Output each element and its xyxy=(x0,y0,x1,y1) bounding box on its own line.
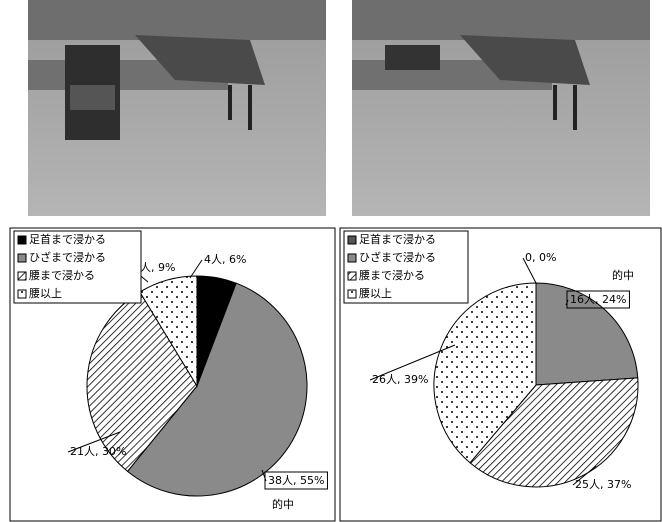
legend-label: ひざまで浸かる xyxy=(29,250,106,264)
data-label: 4人, 6% xyxy=(204,253,246,266)
data-label: 16人, 24% xyxy=(570,293,626,306)
legend-swatch xyxy=(18,272,26,280)
legend-label: ひざまで浸かる xyxy=(359,250,436,264)
annotation: 的中 xyxy=(272,497,294,511)
legend-label: 腰以上 xyxy=(359,287,392,300)
page: 4人, 6%38人, 55%21人, 30%6人, 9%的中足首まで浸かるひざま… xyxy=(0,0,662,522)
data-label: 21人, 30% xyxy=(70,445,126,458)
data-label: 0, 0% xyxy=(525,251,556,264)
photo-right xyxy=(352,0,650,216)
data-label: 25人, 37% xyxy=(575,478,631,491)
legend-swatch xyxy=(18,236,26,244)
legend-label: 足首まで浸かる xyxy=(359,232,436,246)
legend-label: 腰まで浸かる xyxy=(359,269,425,282)
legend-label: 腰まで浸かる xyxy=(29,269,95,282)
leader-line xyxy=(190,260,202,278)
legend-swatch xyxy=(348,272,356,280)
legend-swatch xyxy=(18,290,26,298)
legend-label: 腰以上 xyxy=(29,287,62,300)
legend-swatch xyxy=(348,290,356,298)
legend-swatch xyxy=(348,236,356,244)
legend-swatch xyxy=(18,254,26,262)
photo-left xyxy=(28,0,326,216)
data-label: 38人, 55% xyxy=(268,474,324,487)
legend-swatch xyxy=(348,254,356,262)
data-label: 26人, 39% xyxy=(372,373,428,386)
annotation: 的中 xyxy=(612,268,634,282)
legend-label: 足首まで浸かる xyxy=(29,232,106,246)
